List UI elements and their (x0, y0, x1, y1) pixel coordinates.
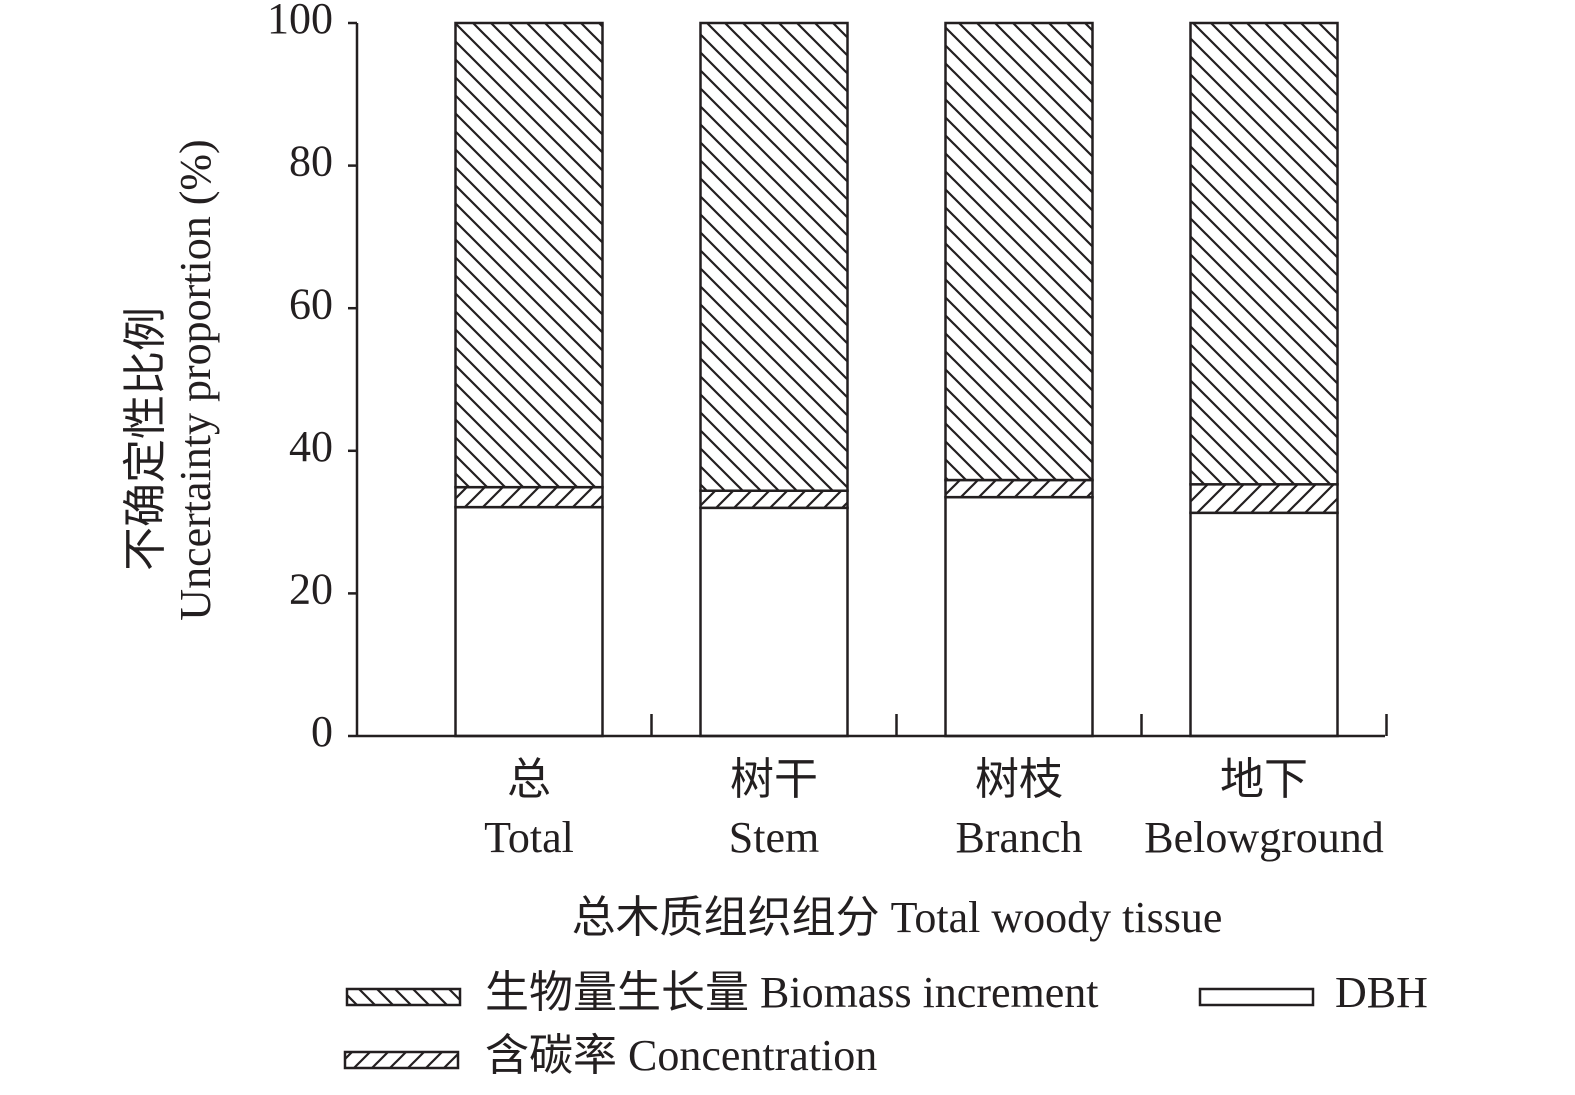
bar-segment (454, 485, 604, 509)
bar-segment (454, 21, 604, 489)
x-axis-label: 总木质组织组分 Total woody tissue (572, 893, 1223, 942)
y-tick-label: 100 (267, 0, 333, 43)
x-tick-label: 总 (507, 755, 551, 804)
x-tick-label: 树枝 (975, 755, 1063, 804)
bar-segment (1189, 483, 1339, 515)
y-axis-label: Uncertainty proportion (%) (171, 139, 220, 620)
legend-label: DBH (1335, 968, 1428, 1017)
bar-segment (944, 495, 1094, 738)
y-tick-label: 80 (289, 137, 333, 186)
x-tick-label: Belowground (1144, 813, 1384, 862)
legend-swatch (1198, 987, 1315, 1007)
bar-segment (1189, 511, 1339, 738)
y-axis-label: 不确定性比例 (121, 307, 170, 571)
bar-segment (1189, 21, 1339, 486)
x-tick-label: Stem (729, 813, 819, 862)
legend-label: 含碳率 Concentration (485, 1031, 877, 1080)
bar-segment (454, 505, 604, 738)
bar-segment (699, 506, 849, 738)
legend-label: 生物量生长量 Biomass increment (485, 968, 1099, 1017)
bar-segment (944, 478, 1094, 499)
bar-segment (699, 21, 849, 492)
bar-segment (944, 21, 1094, 482)
x-tick-label: Branch (955, 813, 1082, 862)
y-tick-label: 0 (311, 707, 333, 756)
y-tick-label: 60 (289, 279, 333, 328)
y-tick-label: 20 (289, 564, 333, 613)
x-tick-label: Total (484, 813, 574, 862)
y-tick-label: 40 (289, 422, 333, 471)
legend-swatch (345, 987, 462, 1007)
legend-swatch (343, 1050, 460, 1070)
x-tick-label: 地下 (1220, 755, 1308, 804)
x-tick-label: 树干 (730, 755, 818, 804)
bar-segment (699, 489, 849, 510)
